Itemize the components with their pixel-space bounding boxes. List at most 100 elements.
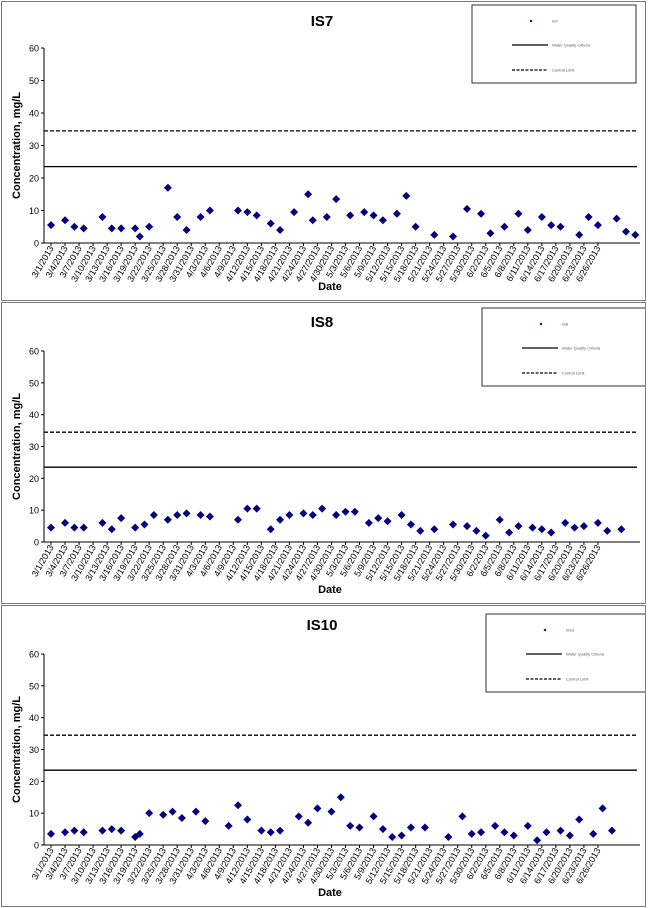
data-point <box>182 226 191 234</box>
data-point <box>346 821 355 830</box>
data-point <box>61 518 70 527</box>
data-point <box>168 807 177 816</box>
y-axis-label: Concentration, mg/L <box>11 393 23 500</box>
data-point <box>98 826 107 835</box>
data-point <box>131 224 140 233</box>
data-point <box>107 224 116 233</box>
data-point <box>79 828 88 837</box>
data-point <box>70 222 79 231</box>
data-point <box>607 826 616 835</box>
legend-box <box>485 613 645 693</box>
data-point <box>491 821 500 830</box>
data-point <box>196 510 205 519</box>
y-tick-label: 60 <box>29 347 39 357</box>
data-point <box>159 810 168 819</box>
data-point <box>308 216 317 225</box>
legend-label-series: IS8 <box>562 322 569 327</box>
data-point <box>243 815 252 824</box>
data-point <box>477 828 486 837</box>
legend-box <box>481 307 645 387</box>
chart-title: IS10 <box>307 617 338 634</box>
data-point <box>406 823 415 832</box>
data-point <box>561 518 570 527</box>
data-point <box>173 213 182 221</box>
data-point <box>327 807 336 816</box>
data-point <box>131 523 140 532</box>
data-point <box>378 216 387 225</box>
data-point <box>252 504 261 513</box>
data-point <box>70 826 79 835</box>
data-point <box>79 523 88 532</box>
y-tick-label: 30 <box>29 141 39 151</box>
data-point <box>537 213 546 221</box>
data-point <box>411 222 420 231</box>
data-point <box>547 221 556 230</box>
data-point <box>514 209 523 218</box>
data-point <box>364 518 373 527</box>
data-point <box>308 510 317 519</box>
chart-panel-is10: IS10 Concentration, mg/L 0 10 20 30 40 50 60 3/1/… <box>1 605 646 907</box>
data-point <box>243 208 252 217</box>
data-point <box>332 510 341 519</box>
y-tick-label: 10 <box>29 206 39 216</box>
data-point <box>70 523 79 532</box>
data-point <box>98 518 107 527</box>
data-point <box>47 523 56 532</box>
data-point <box>467 829 476 838</box>
data-point <box>290 208 299 217</box>
data-point <box>509 831 518 840</box>
y-tick-label: 20 <box>29 174 39 184</box>
data-point <box>233 515 242 524</box>
y-tick-label: 30 <box>29 442 39 452</box>
legend-label-reference: Water Quality Criteria <box>562 346 601 351</box>
data-point <box>477 209 486 218</box>
data-point <box>224 821 233 830</box>
legend-box <box>471 4 637 84</box>
data-point <box>593 221 602 230</box>
data-point <box>266 828 275 837</box>
data-point <box>336 793 345 802</box>
data-point <box>360 208 369 217</box>
data-point <box>369 211 378 220</box>
data-point <box>463 204 472 213</box>
data-point <box>528 523 537 532</box>
data-point <box>61 828 70 837</box>
y-tick-label: 0 <box>34 841 39 851</box>
data-point <box>266 219 275 228</box>
data-point <box>612 214 621 223</box>
data-point <box>402 191 411 200</box>
data-point <box>173 510 182 519</box>
data-point <box>542 828 551 837</box>
data-point <box>47 829 56 838</box>
data-point <box>500 222 509 231</box>
data-point <box>593 518 602 527</box>
legend-label-reference: Control Limit <box>562 371 585 376</box>
data-point <box>332 195 341 204</box>
data-point <box>107 525 116 534</box>
data-point <box>579 522 588 531</box>
data-point <box>472 526 481 535</box>
chart-title: IS7 <box>311 13 334 30</box>
chart-title: IS8 <box>311 314 334 331</box>
data-point <box>191 807 200 816</box>
data-point <box>201 817 210 826</box>
legend-marker <box>539 322 543 326</box>
data-point <box>145 222 154 231</box>
y-tick-label: 10 <box>29 809 39 819</box>
legend-marker <box>529 19 533 23</box>
data-point <box>575 815 584 824</box>
data-point <box>135 232 144 241</box>
data-point <box>449 232 458 241</box>
data-point <box>537 525 546 534</box>
legend: IS7 Water Quality Criteria Control Limit <box>471 4 637 84</box>
data-point <box>486 229 495 238</box>
data-point <box>322 213 331 221</box>
data-point <box>495 515 504 524</box>
y-tick-label: 40 <box>29 109 39 119</box>
x-axis-label: Date <box>318 887 342 899</box>
data-point <box>276 226 285 234</box>
data-point <box>117 826 126 835</box>
legend-label-reference: Water Quality Criteria <box>566 652 605 657</box>
